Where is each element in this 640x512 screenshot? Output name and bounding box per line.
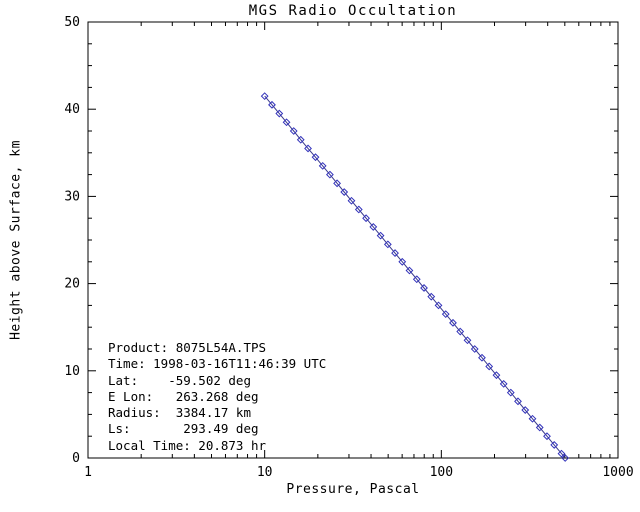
x-tick-label: 1 [84, 465, 92, 480]
diamond-marker [333, 179, 341, 188]
diamond-marker [543, 432, 551, 441]
diamond-marker [398, 257, 407, 266]
diamond-marker [550, 441, 559, 449]
annotation-line-ls: Ls: 293.49 deg [108, 421, 259, 437]
axis-ticks [87, 21, 619, 459]
diamond-marker [347, 196, 356, 205]
y-tick-label: 30 [64, 189, 80, 204]
diamond-marker [485, 362, 494, 371]
y-tick-label: 0 [72, 451, 80, 466]
diamond-marker [268, 100, 276, 109]
x-axis-label: Pressure, Pascal [286, 482, 420, 497]
x-tick-label: 100 [430, 465, 453, 480]
annotation-line-radius: Radius: 3384.17 km [108, 405, 251, 421]
diamond-marker [340, 188, 349, 196]
diamond-marker [311, 153, 320, 162]
diamond-marker [506, 388, 515, 397]
diamond-marker [282, 118, 291, 127]
diamond-marker [449, 318, 457, 327]
y-tick-label: 40 [64, 102, 80, 117]
data-markers [260, 92, 570, 462]
diamond-marker [376, 231, 385, 240]
annotation-block: Product: 8075L54A.TPS Time: 1998-03-16T1… [108, 340, 326, 454]
diamond-marker [391, 249, 399, 257]
diamond-marker [535, 423, 544, 432]
annotation-line-localtime: Local Time: 20.873 hr [108, 437, 267, 453]
diamond-marker [369, 223, 378, 231]
diamond-marker [463, 336, 472, 345]
diamond-marker [456, 327, 465, 336]
diamond-marker [521, 406, 530, 414]
y-tick-label: 50 [64, 15, 80, 30]
diamond-marker [420, 284, 428, 292]
diamond-marker [514, 397, 522, 406]
diamond-marker [557, 449, 566, 458]
diamond-marker [260, 92, 269, 101]
x-tick-label: 10 [257, 465, 273, 480]
diamond-marker [289, 127, 298, 135]
diamond-marker [561, 454, 570, 462]
diamond-marker [296, 135, 305, 144]
annotation-line-lat: Lat: -59.502 deg [108, 372, 251, 388]
diamond-marker [441, 310, 450, 319]
diamond-marker [325, 170, 334, 179]
diamond-marker [470, 345, 479, 353]
y-axis-label: Height above Surface, km [8, 140, 24, 340]
diamond-marker [492, 371, 501, 380]
annotation-line-time: Time: 1998-03-16T11:46:39 UTC [108, 356, 327, 372]
data-line [264, 95, 566, 459]
diamond-marker [412, 275, 421, 284]
x-tick-label: 1000 [602, 465, 633, 480]
diamond-marker [383, 240, 392, 249]
axis-tick-labels: 1 10 100 1000 0 10 20 30 40 50 [64, 15, 633, 480]
y-tick-label: 20 [64, 277, 80, 292]
annotation-line-elon: E Lon: 263.268 deg [108, 388, 259, 404]
y-tick-label: 10 [64, 364, 80, 379]
plot-title: MGS Radio Occultation [248, 3, 458, 19]
diamond-marker [275, 109, 284, 118]
annotation-line-product: Product: 8075L54A.TPS [108, 340, 267, 355]
diamond-marker [434, 301, 443, 310]
diamond-marker [528, 414, 537, 423]
diamond-marker [478, 353, 486, 362]
diamond-marker [354, 205, 363, 214]
diamond-marker [318, 161, 327, 170]
diamond-marker [405, 266, 414, 275]
diamond-marker [427, 292, 436, 301]
diamond-marker [362, 214, 370, 223]
diamond-marker [304, 144, 312, 153]
diamond-marker [499, 379, 508, 388]
